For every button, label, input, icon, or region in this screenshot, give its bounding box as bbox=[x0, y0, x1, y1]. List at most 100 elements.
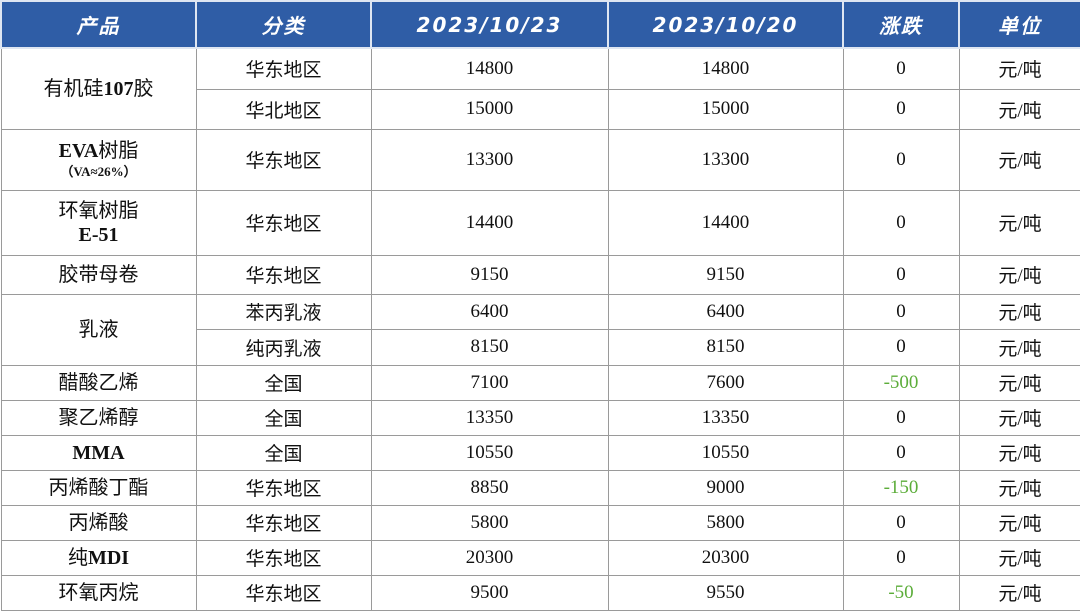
header-cell: 2023/10/20 bbox=[607, 0, 844, 49]
product-cell: EVA树脂 （VA≈26%） bbox=[0, 128, 197, 191]
product-cell: 聚乙烯醇 bbox=[0, 399, 197, 436]
price-cell: 6400 bbox=[607, 293, 844, 330]
price-cell: 7100 bbox=[370, 364, 609, 401]
header-cell: 涨跌 bbox=[842, 0, 960, 49]
header-cell: 分类 bbox=[195, 0, 372, 49]
table-row: 纯丙乳液 8150 8150 0 元/吨 bbox=[1, 328, 1080, 366]
unit-cell: 元/吨 bbox=[958, 254, 1080, 295]
price-cell: 7600 bbox=[607, 364, 844, 401]
change-cell: 0 bbox=[842, 293, 960, 330]
price-cell: 9150 bbox=[607, 254, 844, 295]
header-row: 产品 分类 2023/10/23 2023/10/20 涨跌 单位 bbox=[0, 0, 1080, 49]
region-cell: 全国 bbox=[195, 364, 372, 401]
product-name: MMA bbox=[72, 441, 125, 464]
unit-cell: 元/吨 bbox=[958, 328, 1080, 366]
unit-cell: 元/吨 bbox=[958, 539, 1080, 576]
change-cell: 0 bbox=[842, 47, 960, 90]
table-row: 乳液 苯丙乳液 6400 6400 0 元/吨 bbox=[0, 293, 1080, 366]
unit-cell: 元/吨 bbox=[958, 364, 1080, 401]
price-cell: 15000 bbox=[370, 88, 609, 130]
price-cell: 9000 bbox=[607, 469, 844, 506]
product-name: 醋酸乙烯 bbox=[58, 371, 139, 394]
region-cell: 华东地区 bbox=[195, 128, 372, 191]
price-cell: 14800 bbox=[370, 47, 609, 90]
product-name: 有机硅107胶 bbox=[43, 77, 154, 100]
region-cell: 华东地区 bbox=[195, 539, 372, 576]
price-cell: 15000 bbox=[607, 88, 844, 130]
product-name: 丙烯酸丁酯 bbox=[48, 476, 149, 499]
product-cell: 纯MDI bbox=[0, 539, 197, 576]
unit-cell: 元/吨 bbox=[958, 88, 1080, 130]
table-row: 环氧树脂 E-51 华东地区 14400 14400 0 元/吨 bbox=[0, 189, 1080, 256]
change-cell: -50 bbox=[842, 574, 960, 611]
product-name: 乳液 bbox=[78, 318, 119, 341]
unit-cell: 元/吨 bbox=[958, 293, 1080, 330]
table-row: 醋酸乙烯 全国 7100 7600 -500 元/吨 bbox=[0, 364, 1080, 401]
product-name: EVA树脂 bbox=[58, 139, 139, 162]
header-cell: 单位 bbox=[958, 0, 1080, 49]
product-name: 聚乙烯醇 bbox=[58, 406, 139, 429]
product-cell: 胶带母卷 bbox=[0, 254, 197, 295]
table-row: 丙烯酸 华东地区 5800 5800 0 元/吨 bbox=[0, 504, 1080, 541]
product-cell: 有机硅107胶 bbox=[0, 47, 197, 130]
change-cell: 0 bbox=[842, 88, 960, 130]
table-row: 聚乙烯醇 全国 13350 13350 0 元/吨 bbox=[0, 399, 1080, 436]
price-cell: 8850 bbox=[370, 469, 609, 506]
region-cell: 华北地区 bbox=[195, 88, 372, 130]
region-cell: 华东地区 bbox=[195, 189, 372, 256]
table-row: 纯MDI 华东地区 20300 20300 0 元/吨 bbox=[0, 539, 1080, 576]
region-cell: 华东地区 bbox=[195, 504, 372, 541]
product-name: 环氧丙烷 bbox=[58, 581, 139, 604]
product-name: 纯MDI bbox=[67, 546, 130, 569]
price-cell: 9150 bbox=[370, 254, 609, 295]
region-cell: 华东地区 bbox=[195, 254, 372, 295]
product-cell: 乳液 bbox=[0, 293, 197, 366]
product-name: 胶带母卷 bbox=[58, 263, 139, 286]
price-cell: 13300 bbox=[370, 128, 609, 191]
table-row: MMA 全国 10550 10550 0 元/吨 bbox=[0, 434, 1080, 471]
price-cell: 13300 bbox=[607, 128, 844, 191]
region-cell: 纯丙乳液 bbox=[195, 328, 372, 366]
product-name: E-51 bbox=[78, 223, 119, 246]
unit-cell: 元/吨 bbox=[958, 434, 1080, 471]
change-cell: 0 bbox=[842, 189, 960, 256]
price-cell: 14400 bbox=[370, 189, 609, 256]
price-cell: 20300 bbox=[370, 539, 609, 576]
product-cell: 丙烯酸 bbox=[0, 504, 197, 541]
product-cell: 环氧树脂 E-51 bbox=[0, 189, 197, 256]
table-body: 有机硅107胶 华东地区 14800 14800 0 元/吨 华北地区 15000 15000 0… bbox=[0, 47, 1080, 611]
change-cell: 0 bbox=[842, 539, 960, 576]
product-name: 丙烯酸 bbox=[68, 511, 129, 534]
table-row: 环氧丙烷 华东地区 9500 9550 -50 元/吨 bbox=[0, 574, 1080, 611]
change-cell: 0 bbox=[842, 328, 960, 366]
header-cell: 2023/10/23 bbox=[370, 0, 609, 49]
region-cell: 苯丙乳液 bbox=[195, 293, 372, 330]
price-cell: 20300 bbox=[607, 539, 844, 576]
product-cell: 环氧丙烷 bbox=[0, 574, 197, 611]
price-cell: 13350 bbox=[370, 399, 609, 436]
change-cell: -150 bbox=[842, 469, 960, 506]
price-cell: 9500 bbox=[370, 574, 609, 611]
change-cell: 0 bbox=[842, 434, 960, 471]
product-cell: 丙烯酸丁酯 bbox=[0, 469, 197, 506]
header-cell: 产品 bbox=[0, 0, 197, 49]
price-cell: 14800 bbox=[607, 47, 844, 90]
table-row: EVA树脂 （VA≈26%） 华东地区 13300 13300 0 元/吨 bbox=[0, 128, 1080, 191]
price-cell: 10550 bbox=[607, 434, 844, 471]
product-cell: MMA bbox=[0, 434, 197, 471]
unit-cell: 元/吨 bbox=[958, 128, 1080, 191]
unit-cell: 元/吨 bbox=[958, 469, 1080, 506]
price-cell: 5800 bbox=[370, 504, 609, 541]
unit-cell: 元/吨 bbox=[958, 47, 1080, 90]
table-row: 胶带母卷 华东地区 9150 9150 0 元/吨 bbox=[0, 254, 1080, 295]
price-cell: 8150 bbox=[607, 328, 844, 366]
change-cell: 0 bbox=[842, 128, 960, 191]
price-cell: 14400 bbox=[607, 189, 844, 256]
product-cell: 醋酸乙烯 bbox=[0, 364, 197, 401]
product-name: 环氧树脂 bbox=[58, 199, 139, 222]
table-row: 华北地区 15000 15000 0 元/吨 bbox=[1, 88, 1080, 130]
unit-cell: 元/吨 bbox=[958, 574, 1080, 611]
region-cell: 华东地区 bbox=[195, 574, 372, 611]
